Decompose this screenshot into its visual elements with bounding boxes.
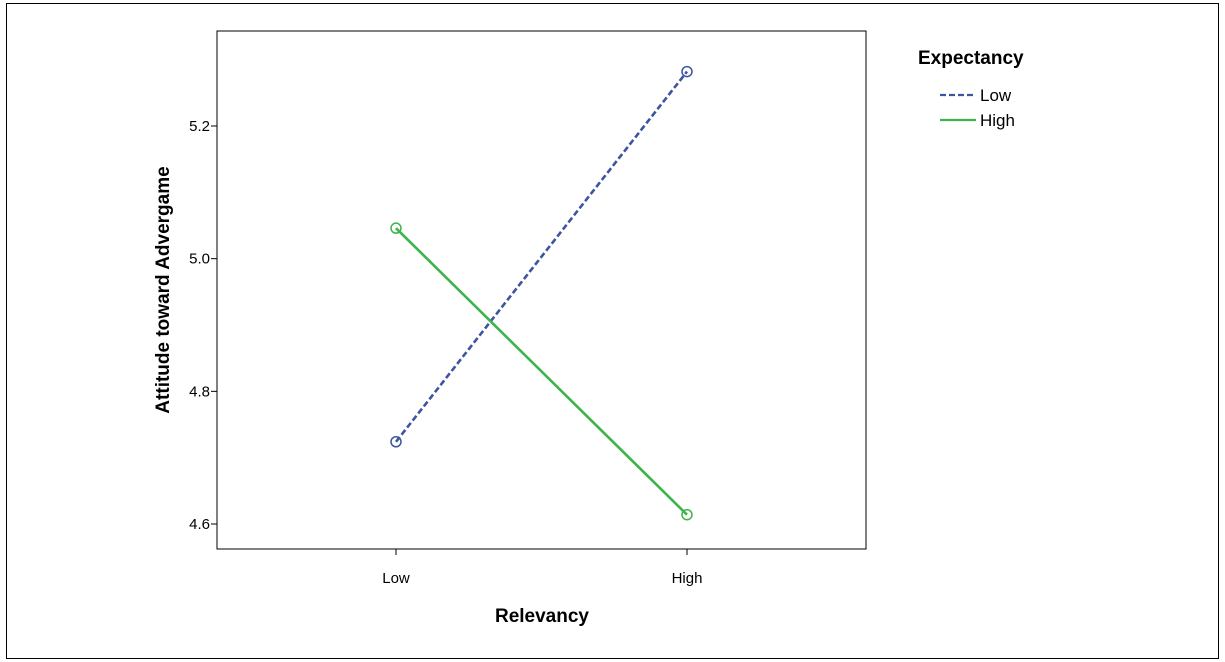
point-low-low xyxy=(390,435,402,448)
y-tick-label: 4.8 xyxy=(189,383,210,400)
x-tick-label: Low xyxy=(382,570,410,587)
y-tick-label: 4.6 xyxy=(189,516,210,533)
y-axis: 4.6 4.8 5.0 5.2 xyxy=(189,118,217,533)
series-line-low xyxy=(394,70,689,443)
series-line-high xyxy=(395,227,688,516)
x-axis: Low High xyxy=(382,549,702,587)
legend-label-low: Low xyxy=(980,86,1012,105)
point-low-high xyxy=(681,65,693,78)
legend-label-high: High xyxy=(980,111,1015,130)
plot-area xyxy=(216,30,867,550)
x-axis-title: Relevancy xyxy=(495,606,589,627)
x-tick-label: High xyxy=(672,570,703,587)
legend-title: Expectancy xyxy=(918,48,1024,69)
y-tick-label: 5.2 xyxy=(189,118,210,135)
point-high-low xyxy=(390,222,402,234)
point-high-high xyxy=(681,508,693,521)
series-layer xyxy=(390,65,693,521)
y-tick-label: 5.0 xyxy=(189,251,210,268)
legend: Expectancy Low High xyxy=(918,48,1024,130)
y-axis-title: Attitude toward Advergame xyxy=(153,166,174,413)
